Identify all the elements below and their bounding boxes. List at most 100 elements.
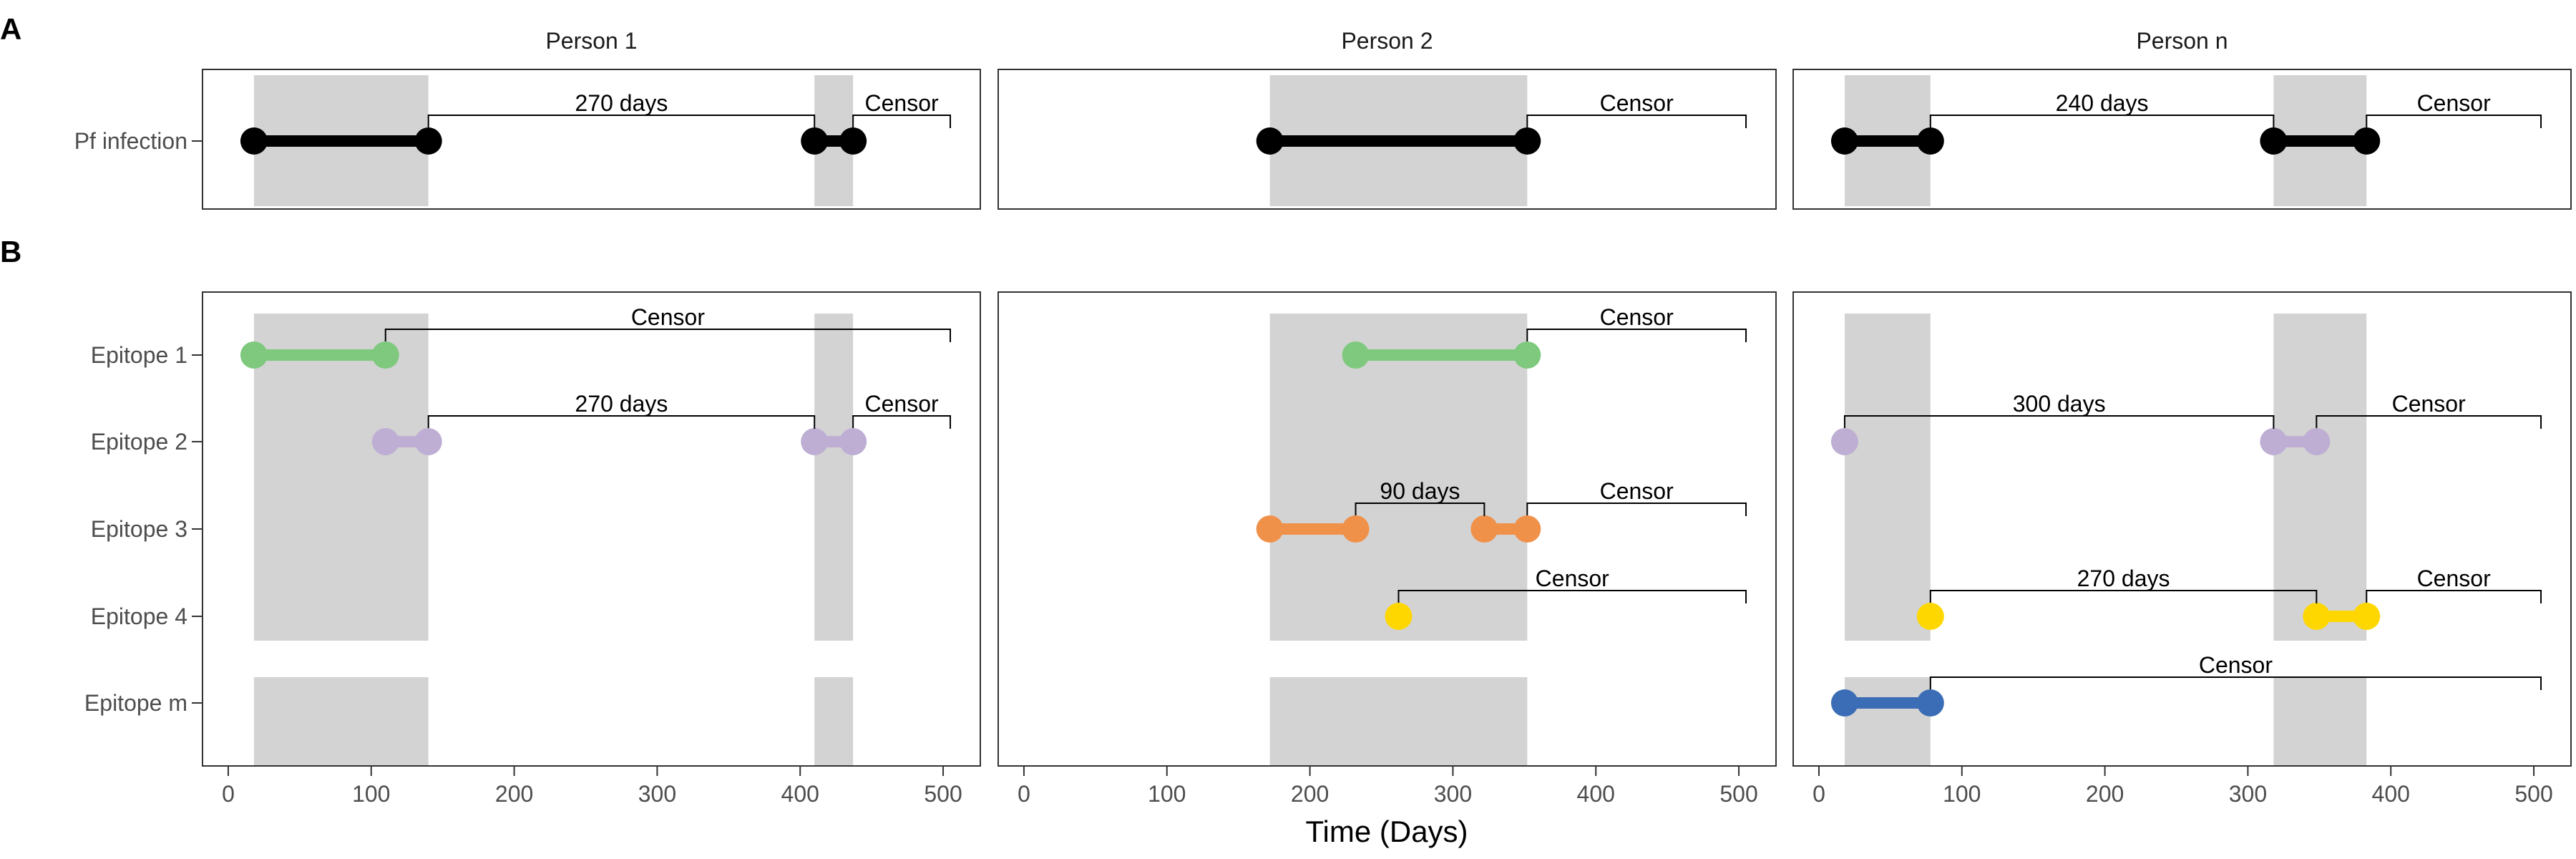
panel-border [202, 291, 981, 767]
x-tick-label: 300 [2229, 781, 2267, 807]
panel-border [1792, 69, 2572, 210]
bracket-label: Censor [865, 391, 940, 417]
data-point [1513, 127, 1541, 155]
bracket-label: 90 days [1380, 478, 1460, 504]
panel-b: 300 days Censor 270 days Censor Censor [1792, 291, 2572, 767]
data-point [414, 127, 442, 155]
data-point [2353, 127, 2381, 155]
data-point [1916, 603, 1944, 630]
x-tick-label: 500 [2514, 781, 2552, 807]
panel-a: 270 days Censor [202, 69, 981, 210]
data-point [371, 341, 399, 369]
data-point [839, 428, 867, 455]
data-point [801, 127, 829, 155]
bracket-label: Censor [2392, 391, 2467, 417]
facet-title: Person 2 [1341, 28, 1433, 54]
data-point [1470, 515, 1498, 543]
x-tick-label: 400 [781, 781, 819, 807]
x-tick-label: 0 [1813, 781, 1825, 807]
interval-bracket [1929, 676, 2542, 690]
facet-3: Person n 240 days Censor 300 days Censor 270 … [1792, 28, 2572, 807]
bracket-label: 240 days [2056, 90, 2149, 116]
data-point [801, 428, 829, 455]
bracket-label: Censor [1536, 566, 1610, 591]
interval-bracket [852, 115, 952, 128]
bracket-label: Censor [2417, 566, 2492, 591]
data-point [2303, 603, 2331, 630]
panel-border [202, 69, 981, 210]
data-point [1342, 341, 1370, 369]
x-tick-label: 400 [2372, 781, 2410, 807]
interval-bracket [427, 115, 816, 128]
panel-b: Censor 270 days Censor [202, 291, 981, 767]
data-point [2303, 428, 2331, 455]
panel-letter-b: B [0, 235, 21, 268]
x-tick-label: 200 [2086, 781, 2124, 807]
interval-bracket [2316, 415, 2542, 429]
infection-window [1269, 314, 1528, 641]
panel-border [997, 69, 1777, 210]
interval-bracket [384, 329, 952, 342]
data-point [1513, 341, 1541, 369]
infection-window [253, 677, 429, 766]
x-tick-label: 200 [1291, 781, 1329, 807]
row-label-epitope-1: Epitope 1 [91, 342, 187, 368]
x-tick-label: 0 [1018, 781, 1030, 807]
data-point [1916, 127, 1944, 155]
infection-window [1844, 314, 1931, 641]
interval-bracket [1526, 503, 1747, 516]
data-point [1256, 127, 1284, 155]
infection-window [2273, 314, 2367, 641]
data-point [2260, 428, 2288, 455]
row-label-pf-infection: Pf infection [74, 128, 187, 154]
bracket-label: 270 days [2077, 566, 2170, 591]
interval-bracket [852, 415, 952, 429]
bracket-label: 300 days [2013, 391, 2106, 417]
data-point [2260, 127, 2288, 155]
interval-bracket [1526, 115, 1747, 128]
data-point [1385, 603, 1413, 630]
interval-bracket [1526, 329, 1747, 342]
data-point [240, 127, 268, 155]
x-tick-label: 300 [638, 781, 676, 807]
data-point [414, 428, 442, 455]
interval-bracket [1929, 115, 2275, 128]
x-tick-label: 100 [1148, 781, 1186, 807]
bracket-label: Censor [1600, 90, 1674, 116]
infection-window [814, 314, 854, 641]
data-point [371, 428, 399, 455]
x-tick-label: 300 [1434, 781, 1472, 807]
x-tick-label: 100 [1943, 781, 1981, 807]
data-point [240, 341, 268, 369]
panel-border [997, 291, 1777, 767]
data-point [1830, 127, 1858, 155]
x-tick-label: 0 [222, 781, 235, 807]
data-point [1513, 515, 1541, 543]
data-point [1256, 515, 1284, 543]
infection-window [1269, 677, 1528, 766]
row-label-epitope-3: Epitope 3 [91, 516, 187, 542]
interval-bracket [1929, 590, 2318, 603]
panel-border [1792, 291, 2572, 767]
x-tick-label: 500 [924, 781, 962, 807]
panel-a: Censor [997, 69, 1777, 210]
data-point [1830, 428, 1858, 455]
interval-bracket [1355, 503, 1485, 516]
interval-bracket [2366, 115, 2542, 128]
bracket-label: Censor [2417, 90, 2492, 116]
interval-bracket [1843, 415, 2275, 429]
interval-bracket [427, 415, 816, 429]
data-point [1830, 689, 1858, 717]
bracket-label: Censor [1600, 304, 1674, 330]
x-tick-label: 400 [1577, 781, 1615, 807]
bracket-label: 270 days [575, 391, 668, 417]
panel-b: Censor 90 days Censor Censor [997, 291, 1777, 767]
bracket-label: 270 days [575, 90, 668, 116]
x-tick-label: 500 [1719, 781, 1757, 807]
infection-window [253, 314, 429, 641]
row-label-epitope-2: Epitope 2 [91, 429, 187, 455]
row-label-epitope-m: Epitope m [84, 690, 187, 716]
facet-title: Person n [2136, 28, 2228, 54]
